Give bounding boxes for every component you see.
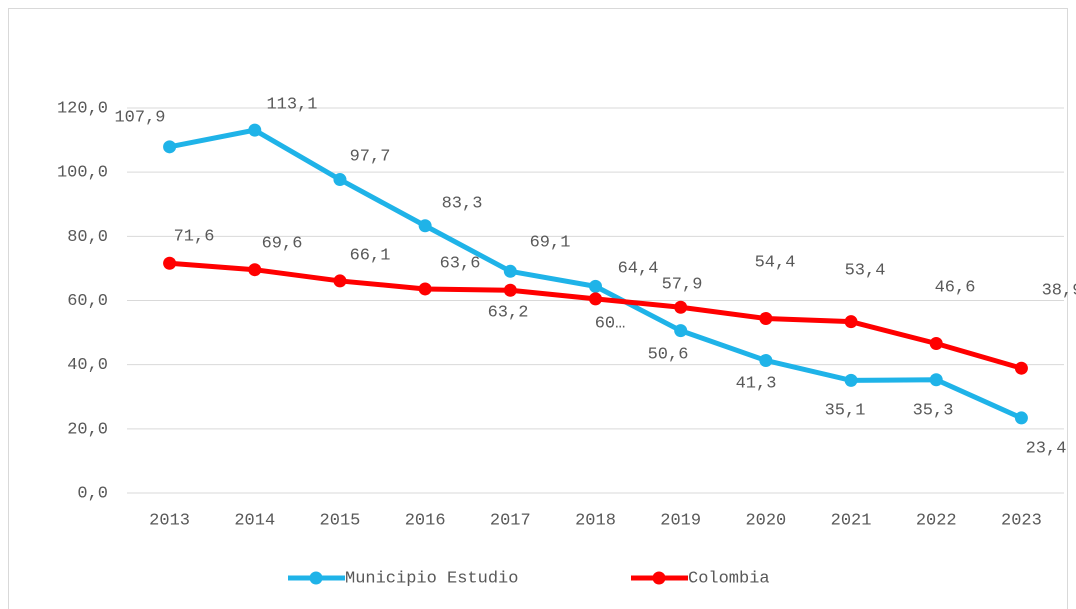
point: [674, 324, 688, 338]
data-label: 69,6: [262, 234, 303, 253]
point: [589, 279, 602, 293]
legend-marker: [309, 571, 323, 585]
chart-border: [8, 8, 1068, 609]
point: [674, 300, 688, 314]
x-tick-label: 2015: [320, 511, 361, 530]
data-label: 50,6: [648, 345, 689, 364]
data-label: 53,4: [845, 261, 886, 280]
point: [1014, 411, 1028, 425]
data-label: 113,1: [266, 95, 317, 114]
y-tick-label: 40,0: [67, 356, 108, 375]
y-tick-label: 0,0: [77, 484, 108, 503]
data-label: 83,3: [442, 194, 483, 213]
data-label: 46,6: [935, 278, 976, 297]
y-tick-label: 60,0: [67, 292, 108, 311]
point: [163, 256, 177, 270]
point: [1014, 361, 1028, 375]
point: [503, 283, 517, 297]
x-tick-label: 2017: [490, 511, 531, 530]
point: [503, 264, 517, 278]
x-tick-label: 2016: [405, 511, 446, 530]
point: [759, 311, 773, 325]
x-tick-label: 2021: [831, 511, 872, 530]
data-label: 60…: [595, 314, 626, 333]
point: [418, 282, 432, 296]
x-tick-label: 2023: [1001, 511, 1042, 530]
y-tick-label: 20,0: [67, 420, 108, 439]
legend-label: Municipio Estudio: [345, 569, 518, 588]
y-tick-label: 120,0: [57, 99, 108, 118]
point: [844, 373, 858, 387]
x-tick-label: 2022: [916, 511, 957, 530]
data-label: 66,1: [350, 246, 391, 265]
point: [589, 292, 602, 306]
y-tick-label: 100,0: [57, 164, 108, 183]
x-tick-label: 2013: [149, 511, 190, 530]
x-tick-label: 2019: [660, 511, 701, 530]
point: [333, 274, 347, 288]
point: [248, 123, 262, 137]
data-label: 23,4: [1026, 439, 1067, 458]
data-label: 35,3: [913, 401, 954, 420]
data-label: 38,9: [1042, 281, 1076, 300]
point: [759, 353, 773, 367]
data-label: 63,6: [440, 254, 481, 273]
point: [248, 263, 262, 277]
x-tick-label: 2020: [745, 511, 786, 530]
data-label: 107,9: [114, 108, 165, 127]
y-tick-label: 80,0: [67, 228, 108, 247]
data-label: 35,1: [825, 401, 866, 420]
legend-marker: [652, 571, 666, 585]
data-label: 41,3: [736, 374, 777, 393]
point: [844, 315, 858, 329]
x-tick-label: 2014: [234, 511, 275, 530]
point: [163, 140, 177, 154]
data-label: 69,1: [530, 233, 571, 252]
data-label: 63,2: [488, 303, 529, 322]
data-label: 54,4: [755, 253, 796, 272]
data-label: 97,7: [350, 147, 391, 166]
data-label: 71,6: [174, 227, 215, 246]
point: [929, 336, 943, 350]
x-tick-label: 2018: [575, 511, 616, 530]
data-label: 64,4: [618, 259, 659, 278]
legend-label: Colombia: [688, 569, 770, 588]
data-label: 57,9: [662, 275, 703, 294]
point: [418, 219, 432, 233]
point: [929, 373, 943, 387]
point: [333, 173, 347, 187]
